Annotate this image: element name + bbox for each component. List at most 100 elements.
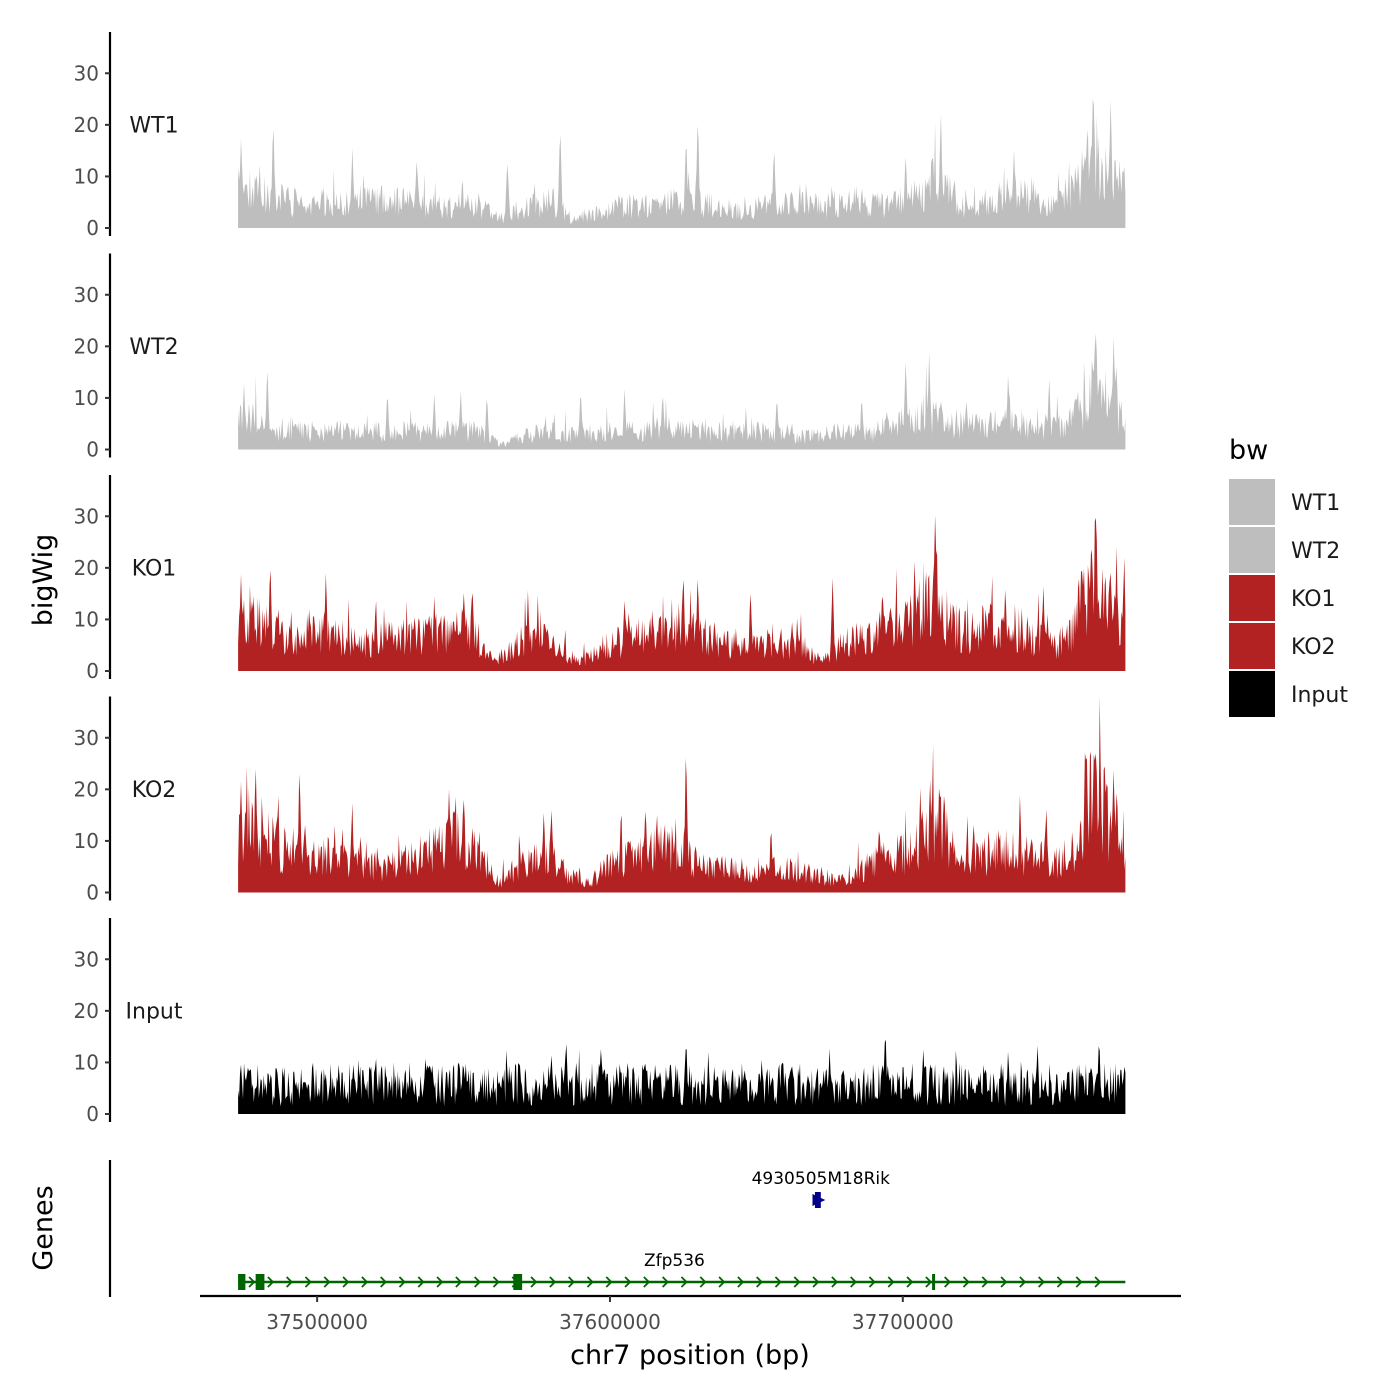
strand-arrow <box>981 1276 989 1288</box>
legend-label: KO1 <box>1291 587 1336 612</box>
strand-arrow <box>1056 1276 1064 1288</box>
y-tick-label: 30 <box>74 726 99 750</box>
strand-arrow <box>793 1276 801 1288</box>
strand-arrow <box>586 1276 594 1288</box>
signal-tracks: 0 10 20 30 WT1 0 10 20 30 WT2 0 10 20 30 KO1 0 10 20 30 KO2… <box>74 32 1126 1126</box>
strand-arrow <box>718 1276 726 1288</box>
strand-arrow <box>417 1276 425 1288</box>
strand-arrow <box>868 1276 876 1288</box>
track-label: WT1 <box>129 114 178 139</box>
strand-arrow <box>662 1276 669 1288</box>
strand-arrow <box>549 1276 557 1288</box>
strand-arrow <box>304 1276 312 1288</box>
strand-arrow <box>342 1276 350 1288</box>
track-label: KO1 <box>132 557 177 582</box>
y-tick-label: 20 <box>74 113 99 137</box>
track-input: 0 10 20 30 Input <box>74 918 1126 1126</box>
strand-arrow <box>812 1276 820 1288</box>
y-tick-label: 30 <box>74 947 99 971</box>
legend-label: Input <box>1291 683 1348 708</box>
legend-entry-input: Input <box>1229 671 1348 717</box>
legend-swatch <box>1229 479 1275 525</box>
strand-arrow <box>323 1276 331 1288</box>
signal-area-wt1 <box>238 98 1126 228</box>
strand-arrow <box>887 1276 895 1288</box>
y-tick-label: 10 <box>74 607 99 631</box>
y-tick-label: 30 <box>74 283 99 307</box>
y-tick-label: 20 <box>74 777 99 801</box>
track-wt1: 0 10 20 30 WT1 <box>74 32 1126 240</box>
strand-arrow <box>680 1276 688 1288</box>
track-label: WT2 <box>129 335 178 360</box>
x-tick-label: 37600000 <box>559 1310 661 1334</box>
legend-swatch <box>1229 575 1275 621</box>
exon <box>513 1274 523 1290</box>
y-tick-label: 20 <box>74 556 99 580</box>
strand-arrow <box>925 1276 933 1288</box>
strand-arrow <box>1019 1276 1027 1288</box>
track-ko2: 0 10 20 30 KO2 <box>74 696 1126 905</box>
strand-arrow <box>906 1276 914 1288</box>
strand-arrow <box>568 1276 575 1288</box>
exon <box>814 1192 821 1208</box>
y-tick-label: 10 <box>74 1050 99 1074</box>
gene-4930505m18rik: 4930505M18Rik <box>752 1169 891 1208</box>
strand-arrow <box>380 1276 387 1288</box>
x-axis: 37500000 37600000 37700000 <box>200 1294 1181 1334</box>
strand-arrow <box>605 1276 613 1288</box>
legend-entry-ko1: KO1 <box>1229 575 1336 621</box>
legend: bw WT1 WT2 KO1 KO2 Input <box>1229 435 1348 717</box>
strand-arrow <box>774 1276 782 1288</box>
strand-arrow <box>1075 1276 1083 1288</box>
strand-arrow <box>944 1276 951 1288</box>
strand-arrow <box>699 1276 707 1288</box>
strand-arrow <box>267 1276 275 1288</box>
strand-arrow <box>248 1276 256 1288</box>
gene-label: 4930505M18Rik <box>752 1169 891 1189</box>
genes-panel: Zfp536 4930505M18Rik <box>108 1160 1126 1297</box>
legend-entry-wt2: WT2 <box>1229 527 1340 573</box>
genes-axis-title: Genes <box>28 1185 59 1270</box>
strand-arrow <box>737 1276 745 1288</box>
strand-arrow <box>624 1276 632 1288</box>
legend-swatch <box>1229 671 1275 717</box>
y-tick-label: 0 <box>86 438 99 462</box>
strand-arrow <box>455 1276 463 1288</box>
y-tick-label: 0 <box>86 1102 99 1126</box>
legend-label: WT1 <box>1291 491 1340 516</box>
strand-arrow <box>286 1276 293 1288</box>
legend-label: KO2 <box>1291 635 1336 660</box>
signal-area-ko1 <box>238 515 1126 671</box>
legend-label: WT2 <box>1291 539 1340 564</box>
strand-arrow <box>1094 1276 1102 1288</box>
x-tick-label: 37500000 <box>266 1310 368 1334</box>
strand-arrow <box>643 1276 651 1288</box>
y-tick-label: 30 <box>74 61 99 85</box>
strand-arrow <box>492 1276 500 1288</box>
y-tick-label: 10 <box>74 829 99 853</box>
legend-entry-ko2: KO2 <box>1229 623 1336 669</box>
y-tick-label: 20 <box>74 999 99 1023</box>
y-tick-label: 10 <box>74 164 99 188</box>
legend-entry-wt1: WT1 <box>1229 479 1340 525</box>
strand-arrow <box>398 1276 406 1288</box>
strand-arrow <box>756 1276 763 1288</box>
legend-swatch <box>1229 623 1275 669</box>
y-axis-title: bigWig <box>28 534 59 627</box>
exon <box>255 1274 265 1290</box>
track-label: Input <box>126 1000 183 1025</box>
strand-arrow <box>850 1276 857 1288</box>
y-tick-label: 0 <box>86 216 99 240</box>
signal-area-ko2 <box>238 696 1126 893</box>
strand-arrow <box>530 1276 538 1288</box>
x-tick-label: 37700000 <box>852 1310 954 1334</box>
track-wt2: 0 10 20 30 WT2 <box>74 253 1126 462</box>
track-ko1: 0 10 20 30 KO1 <box>74 475 1126 683</box>
y-tick-label: 0 <box>86 881 99 905</box>
legend-swatch <box>1229 527 1275 573</box>
strand-arrow <box>361 1276 369 1288</box>
exon <box>932 1274 936 1290</box>
signal-area-input <box>238 1039 1126 1114</box>
